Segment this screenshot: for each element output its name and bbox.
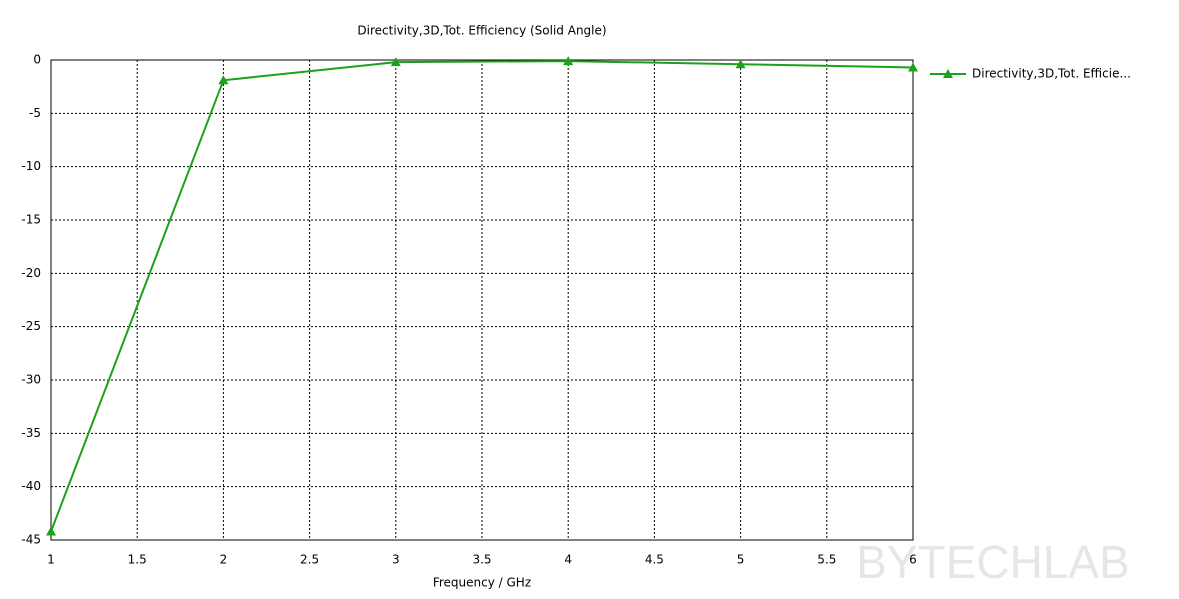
x-tick-label: 6	[909, 553, 917, 567]
series-line	[50, 60, 914, 532]
x-tick-label: 2	[220, 553, 228, 567]
x-tick-label: 3.5	[472, 553, 491, 567]
marker	[218, 75, 229, 85]
x-tick-label: 1.5	[128, 553, 147, 567]
y-tick-label: -20	[21, 266, 41, 280]
y-tick-label: -5	[29, 106, 41, 120]
legend-label: Directivity,3D,Tot. Efficie...	[972, 67, 1131, 81]
marker	[390, 57, 401, 67]
marker	[735, 59, 746, 69]
y-tick-label: 0	[33, 53, 41, 67]
watermark: BYTECHLAB	[856, 536, 1130, 588]
marker	[908, 62, 918, 72]
y-tick-label: -10	[21, 159, 41, 173]
plot-frame	[50, 59, 914, 541]
marker	[563, 56, 574, 66]
x-tick-label: 2.5	[300, 553, 319, 567]
legend-marker	[943, 69, 953, 78]
y-tick-label: -35	[21, 426, 41, 440]
y-tick-label: -40	[21, 479, 41, 493]
chart-title: Directivity,3D,Tot. Efficiency (Solid An…	[357, 24, 606, 38]
x-tick-label: 3	[392, 553, 400, 567]
x-axis-label: Frequency / GHz	[433, 576, 531, 590]
y-tick-label: -30	[21, 373, 41, 387]
x-tick-label: 1	[47, 553, 55, 567]
x-tick-label: 4.5	[645, 553, 664, 567]
x-tick-label: 5.5	[817, 553, 836, 567]
y-tick-label: -45	[21, 533, 41, 547]
x-tick-label: 5	[737, 553, 745, 567]
y-tick-label: -15	[21, 213, 41, 227]
y-tick-label: -25	[21, 319, 41, 333]
x-tick-label: 4	[564, 553, 572, 567]
marker	[46, 526, 56, 536]
